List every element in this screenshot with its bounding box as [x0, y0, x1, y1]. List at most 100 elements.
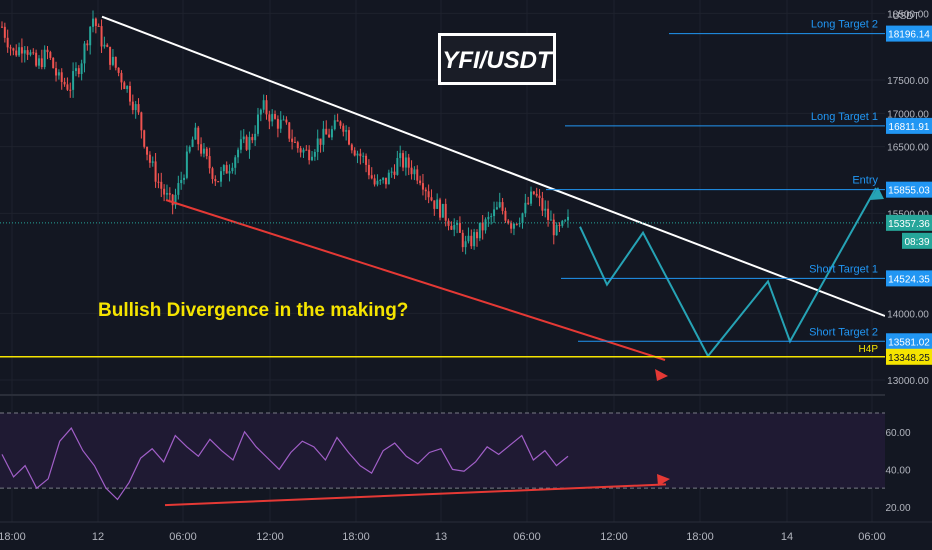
candle-body — [15, 50, 18, 56]
level-label-long-target-1: Long Target 1 — [811, 111, 878, 123]
candle-body — [285, 119, 288, 123]
candle-body — [547, 208, 550, 220]
price-axis-bg — [885, 0, 932, 522]
level-price-tag — [886, 25, 932, 42]
candle-body — [146, 146, 149, 155]
candle-body — [26, 50, 29, 55]
candle-body — [6, 37, 9, 48]
candle-body — [191, 139, 194, 147]
candle-body — [55, 68, 58, 76]
candle-body — [282, 119, 285, 121]
candle-body — [353, 150, 356, 156]
candle-body — [510, 223, 513, 229]
candle-body — [444, 203, 447, 221]
candle-body — [183, 177, 186, 180]
candle-body — [555, 224, 558, 236]
candle-body — [18, 47, 21, 56]
candle-body — [168, 193, 171, 195]
level-price-tag-label: 14524.35 — [888, 274, 930, 285]
time-tick: 14 — [781, 531, 793, 543]
candle-body — [131, 101, 134, 111]
candle-body — [29, 52, 32, 55]
candle-body — [541, 198, 544, 211]
currency-label: USDT — [892, 11, 919, 22]
candle-body — [92, 18, 95, 27]
candle-body — [23, 50, 26, 54]
candle-body — [143, 130, 146, 147]
time-tick: 06:00 — [169, 531, 197, 543]
level-price-tag — [886, 333, 932, 350]
time-tick: 13 — [435, 531, 447, 543]
candle-body — [308, 149, 311, 161]
candle-body — [402, 153, 405, 168]
candle-body — [288, 122, 291, 139]
price-tick: 18500.00 — [887, 9, 929, 20]
candle-body — [228, 171, 231, 174]
candle-body — [89, 26, 92, 46]
candle-body — [225, 165, 228, 174]
candle-body — [165, 193, 168, 195]
candle-body — [404, 157, 407, 168]
candle-body — [393, 171, 396, 175]
candle-body — [80, 63, 83, 75]
candle-body — [43, 49, 46, 68]
candle-body — [1, 26, 3, 28]
candle-body — [262, 100, 265, 110]
countdown-label: 08:39 — [904, 237, 929, 248]
candle-body — [339, 121, 342, 126]
candle-body — [370, 175, 373, 179]
price-tick: 17500.00 — [887, 76, 929, 87]
candle-body — [430, 197, 433, 201]
candle-body — [299, 148, 302, 153]
candle-body — [128, 85, 131, 102]
price-tick: 16500.00 — [887, 143, 929, 154]
candle-body — [538, 195, 541, 199]
candle-body — [188, 146, 191, 152]
price-axis[interactable]: 18500.00 17500.00 17000.00 16500.00 15500.00… — [885, 0, 932, 522]
resistance-trendline — [101, 15, 886, 317]
candle-body — [171, 194, 174, 206]
candle-body — [456, 222, 459, 225]
candle-body — [413, 169, 416, 175]
candle-body — [530, 191, 533, 204]
candle-body — [362, 155, 365, 157]
candle-body — [49, 52, 52, 58]
candle-body — [174, 194, 177, 206]
candle-body — [467, 235, 470, 242]
candle-body — [254, 133, 257, 141]
candle-body — [32, 52, 35, 54]
candle-body — [416, 169, 419, 181]
candle-body — [495, 207, 498, 210]
candle-body — [100, 26, 103, 47]
candle-body — [487, 216, 490, 220]
candle-body — [160, 181, 163, 189]
level-price-tag — [886, 270, 932, 287]
candle-body — [222, 165, 225, 172]
candle-body — [268, 114, 271, 122]
candle-body — [532, 191, 535, 194]
candle-body — [3, 26, 6, 38]
candle-body — [217, 181, 220, 183]
candle-body — [470, 235, 473, 247]
candle-body — [302, 149, 305, 153]
candle-body — [311, 156, 314, 161]
candle-body — [220, 171, 223, 182]
price-divergence-arrowhead — [655, 369, 668, 381]
h4-price-tag — [886, 348, 932, 365]
candle-body — [564, 220, 567, 222]
candle-body — [46, 49, 49, 53]
time-tick: 06:00 — [513, 531, 541, 543]
time-axis[interactable]: 18:00 12 06:00 12:00 18:00 13 06:00 12:00 18:00 1… — [0, 521, 932, 543]
projected-path-arrowhead — [870, 187, 884, 200]
candle-body — [185, 151, 188, 178]
candle-body — [328, 134, 331, 138]
candle-body — [439, 199, 442, 218]
candle-body — [163, 188, 166, 195]
level-price-tag-label: 16811.91 — [889, 122, 930, 133]
level-label-short-target-1: Short Target 1 — [809, 263, 878, 275]
time-tick: 12 — [92, 531, 104, 543]
candle-body — [376, 180, 379, 185]
candle-body — [436, 199, 439, 209]
candle-body — [123, 82, 126, 90]
